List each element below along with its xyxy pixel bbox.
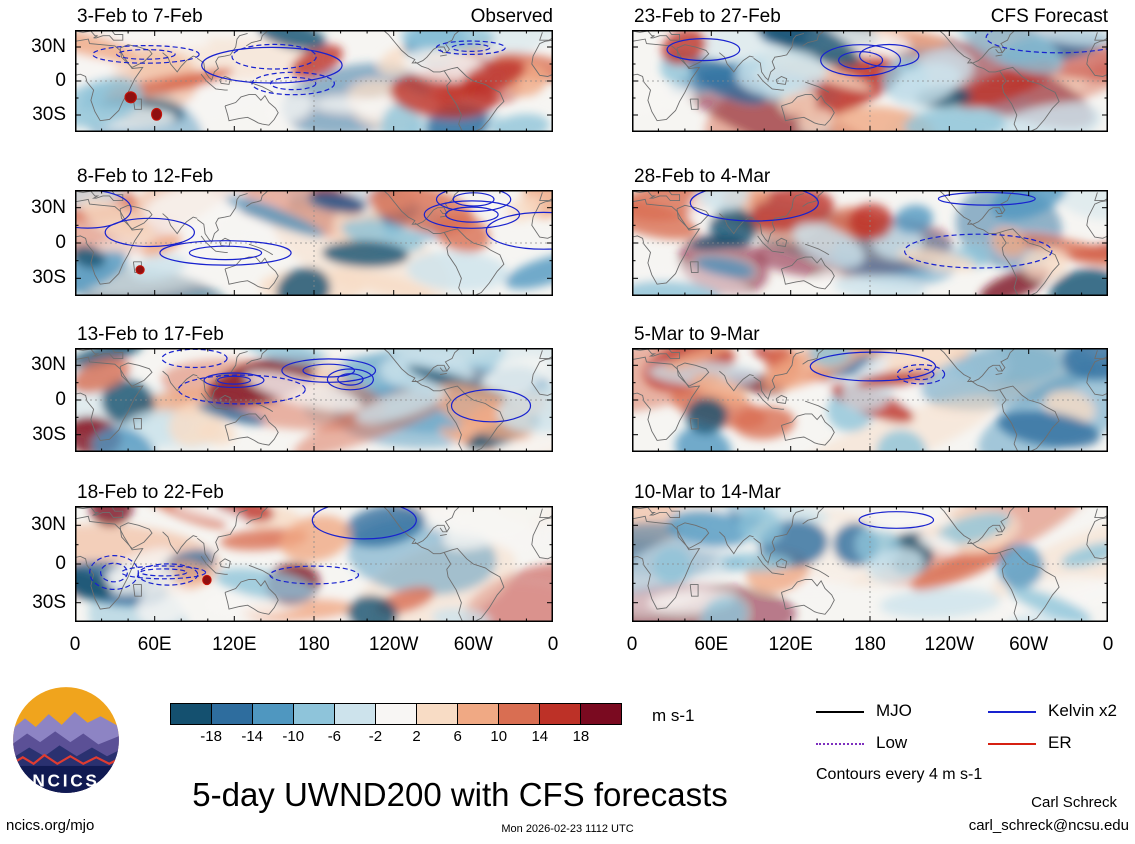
- colorbar-tick-label: -18: [200, 728, 222, 745]
- map-panel-8: [632, 506, 1108, 622]
- colorbar-unit-label: m s-1: [652, 706, 695, 725]
- y-axis-label: 30N: [31, 354, 66, 376]
- x-axis-label: 0: [626, 634, 638, 655]
- map-canvas-1: [75, 30, 553, 132]
- colorbar-tick-label: 10: [490, 728, 508, 745]
- legend-label-low: Low: [876, 733, 908, 752]
- colorbar-tick-label: 6: [453, 728, 462, 745]
- y-axis-label: 0: [55, 553, 66, 574]
- colorbar-tick-label: -6: [327, 728, 342, 745]
- legend-line-kelvin-x2: [988, 711, 1036, 713]
- legend-line-mjo: [816, 711, 864, 713]
- panel-title-1: 3-Feb to 7-Feb: [77, 6, 203, 27]
- map-panel-7: [632, 348, 1108, 452]
- x-axis-label: 120W: [924, 634, 975, 655]
- map-canvas-3: [75, 348, 553, 452]
- colorbar-segment-5: [335, 704, 376, 724]
- x-axis-label: 60E: [137, 634, 172, 655]
- x-axis-label: 120W: [368, 634, 419, 655]
- y-axis-label: 0: [55, 389, 66, 410]
- logo-red-zigzag: [13, 753, 119, 766]
- y-axis-label: 30N: [31, 514, 66, 536]
- x-axis-label: 60W: [453, 634, 493, 655]
- map-panel-1: [75, 30, 553, 132]
- colorbar-segment-1: [171, 704, 212, 724]
- colorbar-tick-label: -14: [241, 728, 264, 745]
- colorbar-segment-6: [376, 704, 417, 724]
- panel-title-3: 13-Feb to 17-Feb: [77, 324, 224, 345]
- map-panel-4: [75, 506, 553, 622]
- panel-title-8: 10-Mar to 14-Mar: [634, 482, 781, 503]
- colorbar-tick-label: 2: [412, 728, 421, 745]
- colorbar-segment-3: [253, 704, 294, 724]
- panel-title-5: 23-Feb to 27-Feb: [634, 6, 781, 27]
- colorbar-segment-10: [540, 704, 581, 724]
- map-canvas-7: [632, 348, 1108, 452]
- map-canvas-6: [632, 190, 1108, 296]
- y-axis-label: 30S: [32, 104, 66, 125]
- colorbar: [170, 703, 622, 725]
- colorbar-tick-label: -10: [282, 728, 305, 745]
- colorbar-tick-label: -2: [368, 728, 383, 745]
- footer-email: carl_schreck@ncsu.edu: [968, 817, 1129, 834]
- contour-interval-note: Contours every 4 m s-1: [816, 766, 983, 783]
- ncics-logo-graphic: NCICS: [13, 687, 119, 793]
- colorbar-segment-9: [499, 704, 540, 724]
- legend-line-er: [988, 743, 1036, 745]
- x-axis-label: 0: [1102, 634, 1114, 655]
- legend-label-mjo: MJO: [876, 701, 912, 720]
- colorbar-tick-label: 18: [572, 728, 590, 745]
- x-axis-label: 180: [298, 634, 330, 655]
- map-panel-6: [632, 190, 1108, 296]
- map-canvas-4: [75, 506, 553, 622]
- map-canvas-2: [75, 190, 553, 296]
- x-axis-label: 180: [854, 634, 886, 655]
- column-header-observed: Observed: [470, 6, 553, 27]
- map-panel-5: [632, 30, 1108, 132]
- legend-label-er: ER: [1048, 733, 1072, 752]
- ncics-logo: NCICS: [12, 686, 120, 794]
- colorbar-segment-4: [294, 704, 335, 724]
- colorbar-segment-7: [417, 704, 458, 724]
- legend-line-low: [816, 743, 864, 745]
- x-axis-label: 120E: [212, 634, 257, 655]
- colorbar-segment-8: [458, 704, 499, 724]
- colorbar-tick-label: 14: [531, 728, 549, 745]
- panel-title-2: 8-Feb to 12-Feb: [77, 166, 214, 187]
- x-axis-label: 0: [547, 634, 559, 655]
- colorbar-segment-2: [212, 704, 253, 724]
- y-axis-label: 0: [55, 232, 66, 253]
- y-axis-label: 30S: [32, 423, 66, 445]
- y-axis-label: 30S: [32, 267, 66, 289]
- y-axis-label: 30N: [31, 36, 66, 57]
- panel-title-6: 28-Feb to 4-Mar: [634, 166, 771, 187]
- x-axis-label: 60E: [694, 634, 729, 655]
- logo-text: NCICS: [32, 770, 99, 790]
- colorbar-segment-11: [581, 704, 621, 724]
- x-axis-label: 60W: [1009, 634, 1049, 655]
- y-axis-label: 30S: [32, 591, 66, 613]
- credit-author: Carl Schreck: [1031, 794, 1117, 811]
- column-header-forecast: CFS Forecast: [990, 6, 1108, 27]
- panel-title-7: 5-Mar to 9-Mar: [634, 324, 760, 345]
- footer-timestamp: Mon 2026-02-23 1112 UTC: [501, 823, 634, 835]
- map-canvas-8: [632, 506, 1108, 622]
- x-axis-label: 0: [69, 634, 81, 655]
- y-axis-label: 30N: [31, 196, 66, 218]
- footer-site: ncics.org/mjo: [6, 817, 95, 834]
- y-axis-label: 0: [55, 70, 66, 91]
- legend-label-kelvin-x2: Kelvin x2: [1048, 701, 1117, 720]
- map-panel-3: [75, 348, 553, 452]
- map-canvas-5: [632, 30, 1108, 132]
- panel-title-4: 18-Feb to 22-Feb: [77, 482, 224, 503]
- x-axis-label: 120E: [768, 634, 813, 655]
- figure-title: 5-day UWND200 with CFS forecasts: [192, 776, 728, 813]
- map-panel-2: [75, 190, 553, 296]
